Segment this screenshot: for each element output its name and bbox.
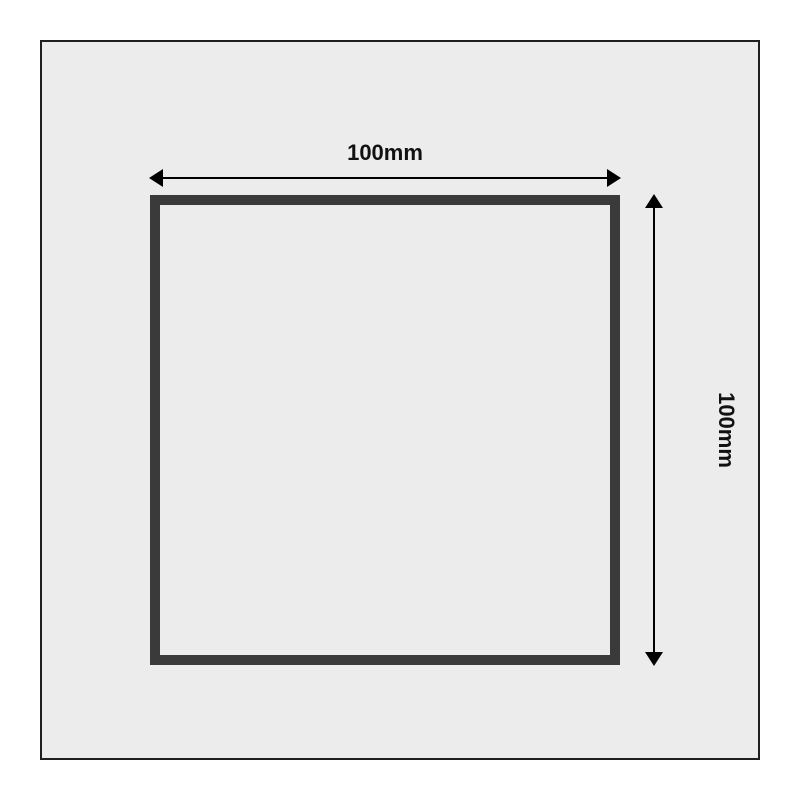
dimensioned-square	[150, 195, 620, 665]
arrow-right-icon	[607, 169, 621, 187]
width-dimension-line	[158, 177, 612, 179]
arrow-down-icon	[645, 652, 663, 666]
diagram-canvas: 100mm 100mm	[40, 40, 760, 760]
arrow-left-icon	[149, 169, 163, 187]
height-dimension-line	[653, 203, 655, 657]
arrow-up-icon	[645, 194, 663, 208]
width-dimension-label: 100mm	[347, 140, 423, 166]
height-dimension-label: 100mm	[713, 392, 739, 468]
